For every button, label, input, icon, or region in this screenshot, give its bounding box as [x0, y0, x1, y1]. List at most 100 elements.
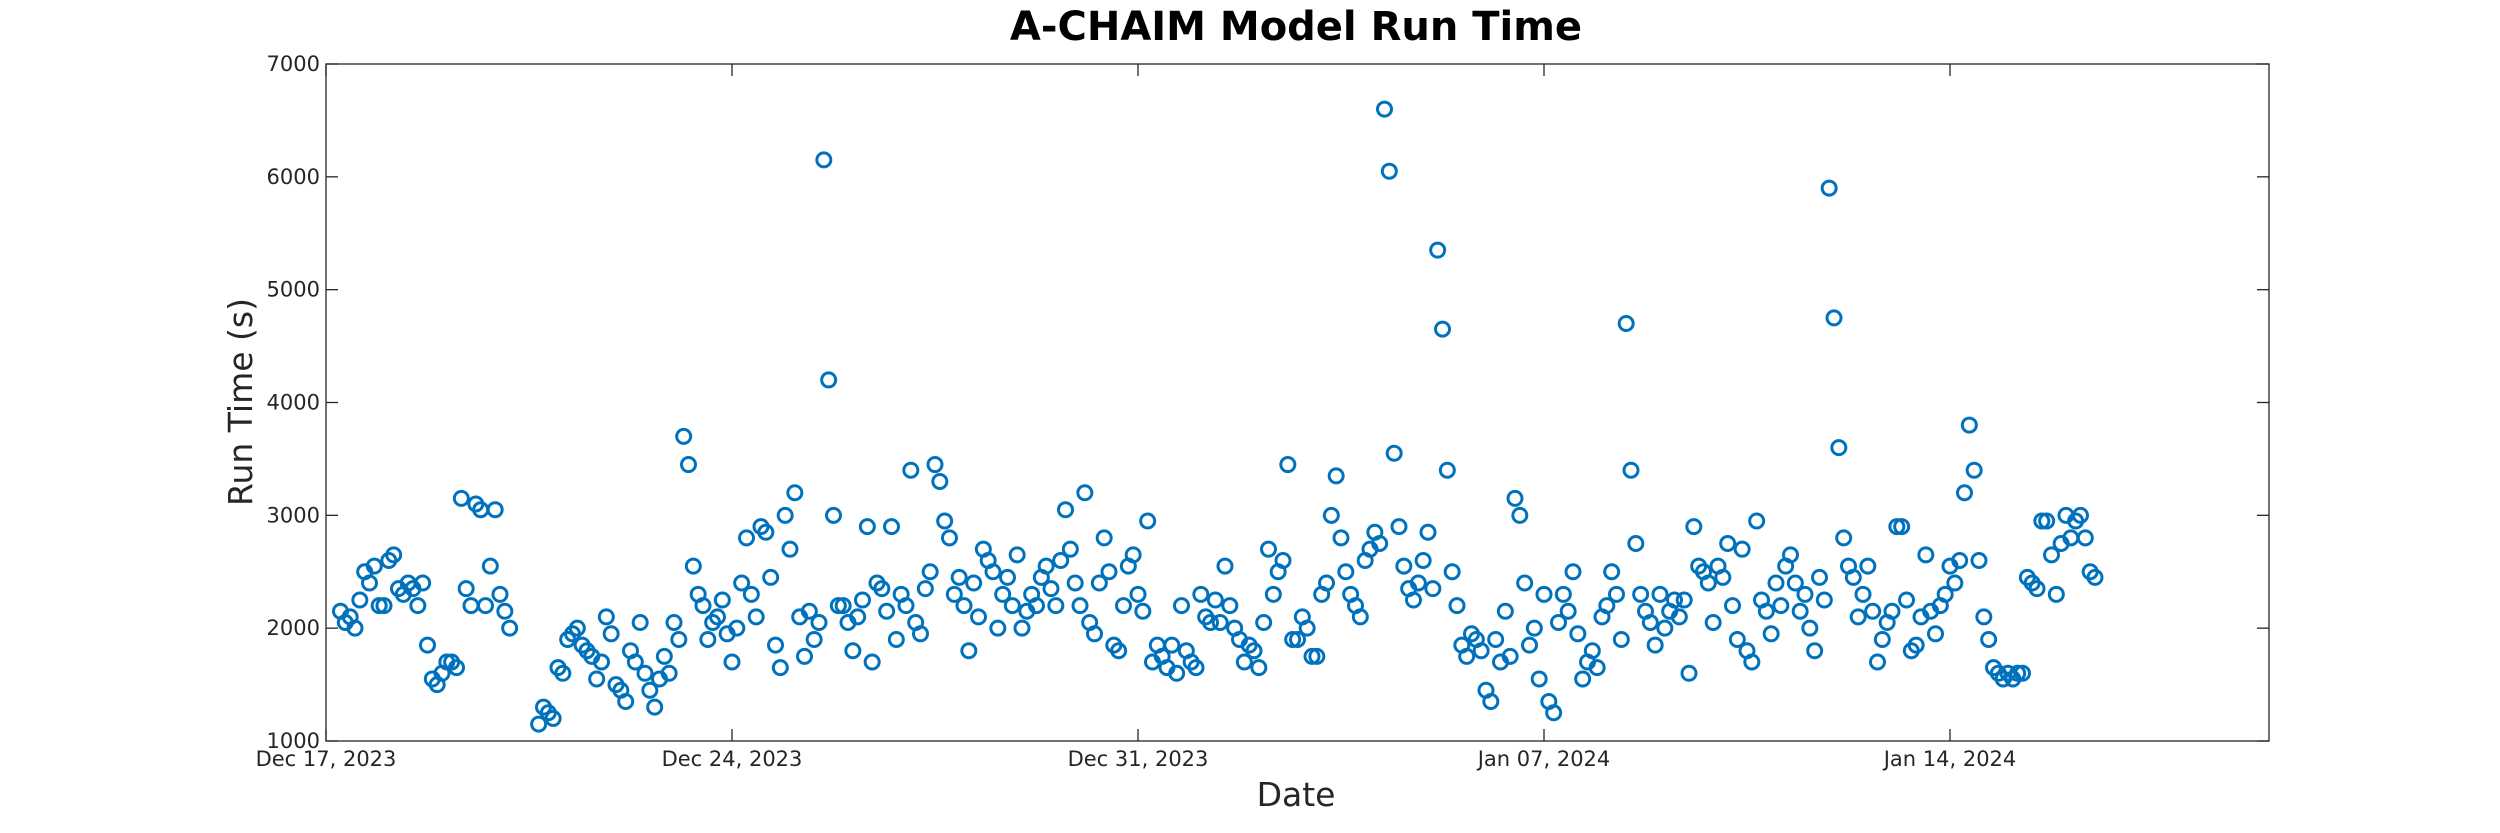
data-point — [1767, 574, 1785, 592]
data-point — [1666, 591, 1683, 609]
data-point — [834, 597, 852, 615]
data-point — [1496, 602, 1514, 620]
data-point — [950, 568, 968, 586]
data-point — [820, 371, 838, 389]
data-point — [1946, 574, 1964, 592]
data-point — [1332, 529, 1350, 547]
data-point — [1603, 563, 1621, 581]
data-point — [863, 653, 881, 671]
data-point — [1090, 574, 1108, 592]
data-point — [1898, 591, 1915, 609]
data-point — [1124, 546, 1142, 564]
data-point — [1651, 585, 1669, 603]
data-point — [1617, 315, 1635, 333]
x-tick-label: Dec 17, 2023 — [256, 747, 397, 771]
data-point — [1482, 693, 1500, 711]
data-point — [1192, 585, 1210, 603]
data-point — [1419, 523, 1437, 541]
data-point — [1308, 647, 1326, 665]
data-point — [675, 427, 693, 445]
data-point — [1835, 529, 1853, 547]
data-point — [2076, 529, 2094, 547]
data-point — [2086, 568, 2104, 586]
data-point — [1086, 625, 1103, 643]
data-point — [1139, 512, 1157, 530]
data-point — [1545, 704, 1563, 722]
data-point — [448, 659, 465, 677]
data-point — [370, 597, 388, 615]
data-point — [660, 664, 678, 682]
data-point — [723, 653, 741, 671]
data-point — [1951, 551, 1969, 569]
data-point — [883, 518, 900, 536]
data-point — [1211, 614, 1229, 632]
data-point — [1385, 444, 1403, 462]
data-point — [1820, 179, 1838, 197]
data-point — [1864, 602, 1882, 620]
data-point — [1632, 585, 1650, 603]
data-point — [912, 625, 929, 643]
data-point — [351, 591, 369, 609]
chart-title: A-CHAIM Model Run Time — [1010, 4, 1582, 50]
data-point — [1327, 467, 1345, 485]
data-point — [776, 506, 794, 524]
data-point — [501, 619, 519, 637]
data-point — [1472, 642, 1490, 660]
data-point — [1245, 642, 1263, 660]
y-tick-label: 7000 — [267, 52, 320, 76]
data-point — [1414, 551, 1432, 569]
data-point — [1351, 608, 1369, 626]
data-point — [1264, 585, 1282, 603]
data-point — [1724, 597, 1741, 615]
data-point — [1811, 568, 1828, 586]
data-point — [1298, 619, 1316, 637]
data-point — [1013, 619, 1031, 637]
data-point — [742, 585, 760, 603]
data-point — [1042, 580, 1060, 598]
data-point — [1405, 591, 1422, 609]
data-point — [1873, 630, 1891, 648]
data-point — [849, 608, 867, 626]
data-point — [858, 518, 876, 536]
data-point — [1622, 461, 1640, 479]
data-point — [1071, 597, 1089, 615]
data-point — [1057, 501, 1074, 519]
data-point — [2009, 664, 2027, 682]
y-tick-label: 1000 — [267, 729, 320, 753]
data-point — [887, 630, 905, 648]
x-tick-label: Jan 07, 2024 — [1476, 747, 1611, 771]
data-point — [694, 597, 712, 615]
data-point — [757, 523, 775, 541]
data-point — [1008, 546, 1026, 564]
data-point — [1255, 614, 1273, 632]
data-point — [1100, 563, 1118, 581]
data-point — [636, 664, 654, 682]
data-point — [1250, 659, 1268, 677]
data-point — [1675, 591, 1693, 609]
data-point — [1129, 585, 1147, 603]
data-point — [1434, 320, 1451, 338]
data-point — [1782, 546, 1799, 564]
data-point — [1501, 647, 1519, 665]
data-point — [1516, 574, 1534, 592]
data-point — [365, 557, 383, 575]
data-point — [762, 568, 780, 586]
data-point — [916, 580, 934, 598]
data-point — [1487, 630, 1505, 648]
data-point — [1757, 602, 1775, 620]
data-point — [1037, 557, 1055, 575]
data-point — [728, 619, 746, 637]
data-point — [1844, 568, 1862, 586]
plot-area — [325, 63, 2270, 742]
data-point — [1429, 241, 1447, 259]
data-point — [1134, 602, 1152, 620]
data-point — [713, 591, 731, 609]
data-point — [2047, 585, 2065, 603]
data-point — [680, 456, 697, 474]
data-point — [1390, 518, 1408, 536]
data-point — [926, 456, 944, 474]
data-point — [1574, 670, 1592, 688]
data-point — [1825, 309, 1843, 327]
y-axis-label: Run Time (s) — [221, 298, 260, 506]
data-point — [1525, 619, 1543, 637]
